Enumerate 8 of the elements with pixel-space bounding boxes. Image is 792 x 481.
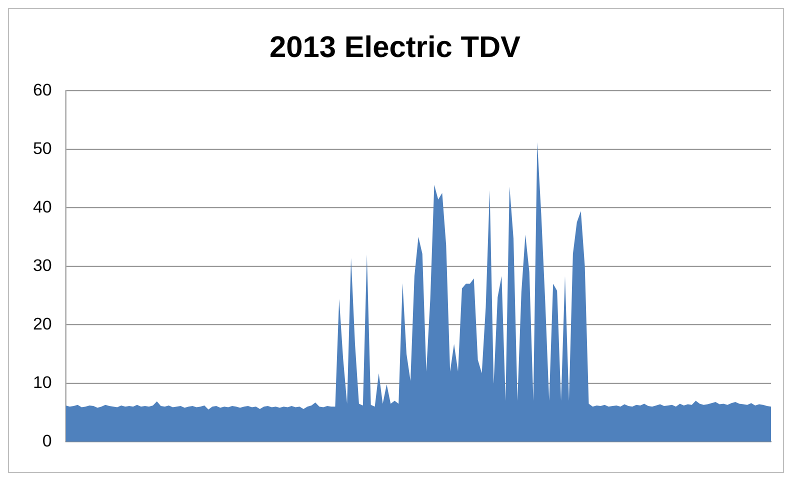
y-tick-label: 50	[32, 138, 52, 158]
y-tick-label: 10	[32, 372, 52, 392]
y-tick-label: 30	[32, 256, 52, 275]
y-tick-label: 20	[32, 314, 52, 334]
y-tick-label: 40	[32, 197, 52, 216]
y-tick-label: 0	[42, 431, 52, 450]
chart-title: 2013 Electric TDV	[270, 31, 521, 64]
y-tick-label: 60	[32, 80, 52, 100]
